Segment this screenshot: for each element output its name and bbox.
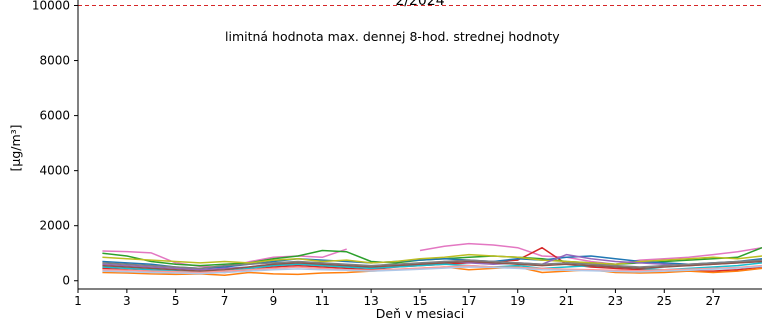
series-layer: [102, 242, 762, 276]
y-tick-label: 4000: [39, 164, 70, 178]
x-tick-label: 1: [74, 294, 82, 308]
y-tick-label: 2000: [39, 219, 70, 233]
y-tick-label: 6000: [39, 109, 70, 123]
x-tick-label: 17: [461, 294, 476, 308]
x-tick-label: 25: [657, 294, 672, 308]
x-tick-label: 11: [315, 294, 330, 308]
series-line-12: [102, 265, 762, 275]
chart-title: 2/2024: [395, 0, 444, 9]
y-tick-label: 0: [62, 274, 70, 288]
x-axis-label: Deň v mesiaci: [376, 306, 464, 321]
x-tick-label: 13: [364, 294, 379, 308]
x-tick-label: 7: [221, 294, 229, 308]
x-tick-label: 19: [510, 294, 525, 308]
x-tick-label: 3: [123, 294, 131, 308]
x-tick-label: 9: [270, 294, 278, 308]
series-line-11: [102, 264, 762, 274]
x-tick-label: 15: [412, 294, 427, 308]
y-tick-label: 8000: [39, 54, 70, 68]
axes: 1 3 5 7 9 11 13 15 17 19 21 23 25 27 0200040006000800…: [32, 0, 762, 308]
x-tick-label: 5: [172, 294, 180, 308]
series-line-9: [102, 260, 762, 272]
x-tick-label: 23: [608, 294, 623, 308]
limit-annotation: limitná hodnota max. dennej 8-hod. stred…: [225, 29, 560, 44]
x-tick-label: 27: [706, 294, 721, 308]
y-ticks: 0 2000 4000 6000 8000 10000: [32, 0, 78, 288]
series-line-10: [102, 259, 762, 270]
y-tick-label: 10000: [32, 0, 70, 13]
x-tick-label: 21: [559, 294, 574, 308]
plot-area: [78, 5, 762, 276]
y-axis-label: [μg/m³]: [8, 124, 23, 171]
x-ticks: 1 3 5 7 9 11 13 15 17 19 21 23 25 27: [74, 289, 721, 308]
series-line-6: [102, 253, 762, 265]
